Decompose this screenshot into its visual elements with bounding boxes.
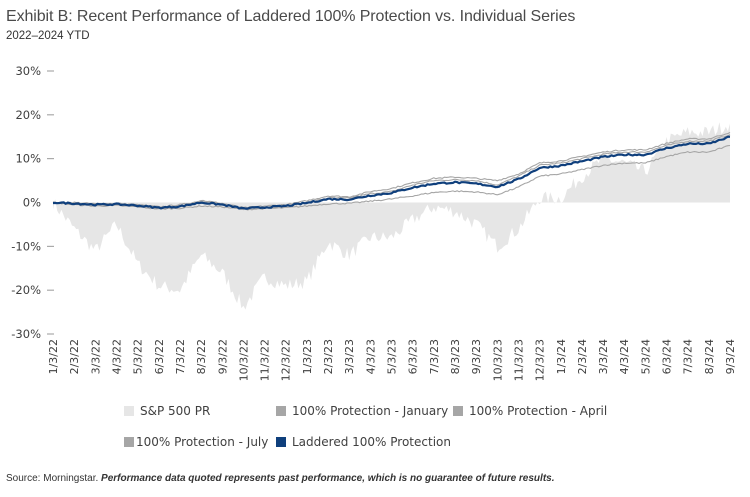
y-axis: 30% 20% 10% 0% -10% -20% -30%	[11, 64, 54, 341]
series-line-july	[52, 144, 731, 211]
x-tick-label: 5/3/24	[639, 339, 652, 374]
x-tick-label: 1/3/23	[301, 339, 314, 374]
y-tick-label: 10%	[15, 152, 41, 166]
chart: 30% 20% 10% 0% -10% -20% -30% 1/3/22 2/3/22 3/3/…	[11, 64, 737, 381]
x-tick-label: 2/3/22	[68, 339, 81, 374]
chart-subtitle: 2022–2024 YTD	[6, 30, 90, 42]
x-tick-label: 6/3/22	[153, 339, 166, 374]
series-line-laddered	[53, 135, 731, 210]
x-tick-label: 9/3/23	[470, 339, 483, 374]
y-tick-label: 0%	[23, 196, 41, 210]
x-tick-label: 2/3/23	[322, 339, 335, 374]
x-tick-label: 4/3/22	[111, 339, 124, 374]
x-tick-label: 12/3/23	[534, 339, 547, 381]
x-tick-label: 7/3/23	[428, 339, 441, 374]
x-tick-label: 5/3/22	[132, 339, 145, 374]
disclaimer-text: Performance data quoted represents past …	[101, 473, 555, 484]
x-tick-label: 6/3/23	[407, 339, 420, 374]
y-tick-label: 20%	[15, 108, 41, 122]
footer: Source: Morningstar. Performance data qu…	[6, 473, 555, 484]
x-tick-label: 3/3/23	[343, 339, 356, 374]
x-tick-label: 4/3/24	[618, 339, 631, 374]
series-area-sp500	[53, 122, 730, 310]
y-tick-label: -20%	[11, 283, 41, 297]
x-tick-label: 7/3/24	[682, 339, 695, 374]
y-tick-label: -30%	[11, 327, 41, 341]
x-tick-label: 11/3/22	[259, 339, 272, 381]
x-tick-label: 8/3/24	[703, 339, 716, 374]
x-axis: 1/3/22 2/3/22 3/3/22 4/3/22 5/3/22 6/3/22 7/3/…	[47, 339, 737, 381]
x-tick-label: 8/3/23	[449, 339, 462, 374]
plot-area	[52, 122, 731, 310]
x-tick-label: 11/3/23	[512, 339, 525, 381]
x-tick-label: 10/3/22	[237, 339, 250, 381]
y-tick-label: 30%	[15, 64, 41, 78]
x-tick-label: 12/3/22	[280, 339, 293, 381]
x-tick-label: 9/3/22	[216, 339, 229, 374]
x-tick-label: 8/3/22	[195, 339, 208, 374]
x-tick-label: 9/3/24	[724, 339, 737, 374]
source-text: Source: Morningstar.	[6, 473, 99, 484]
x-tick-label: 3/3/24	[597, 339, 610, 374]
x-tick-label: 1/3/22	[47, 339, 60, 374]
x-tick-label: 5/3/23	[386, 339, 399, 374]
x-tick-label: 7/3/22	[174, 339, 187, 374]
x-tick-label: 6/3/24	[661, 339, 674, 374]
x-tick-label: 1/3/24	[555, 339, 568, 374]
x-tick-label: 2/3/24	[576, 339, 589, 374]
y-tick-label: -10%	[11, 239, 41, 253]
chart-title: Exhibit B: Recent Performance of Laddere…	[6, 8, 576, 25]
x-tick-label: 3/3/22	[89, 339, 102, 374]
x-tick-label: 4/3/23	[364, 339, 377, 374]
x-tick-label: 10/3/23	[491, 339, 504, 381]
